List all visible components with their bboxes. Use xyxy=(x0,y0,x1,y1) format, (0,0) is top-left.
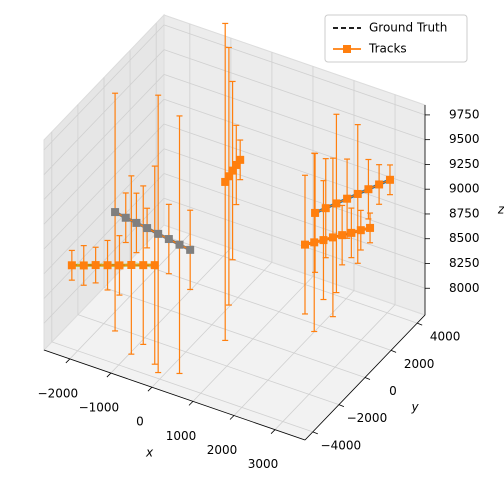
legend-marker xyxy=(343,45,351,53)
tick-mark xyxy=(188,401,194,406)
grid-line xyxy=(163,197,426,289)
track-marker xyxy=(115,261,124,270)
track-marker xyxy=(175,240,184,249)
axis-line xyxy=(304,314,426,441)
track-marker xyxy=(154,229,163,238)
track-marker xyxy=(224,172,233,181)
z-axis-label: z xyxy=(497,203,504,217)
tick-mark xyxy=(270,429,276,434)
track-marker xyxy=(319,236,328,245)
track-marker xyxy=(366,223,375,232)
track-marker xyxy=(139,261,148,270)
z-tick-label: 8000 xyxy=(449,281,480,295)
track-marker xyxy=(300,240,309,249)
tick-mark xyxy=(390,349,397,353)
z-tick-label: 9000 xyxy=(449,182,480,196)
tick-mark xyxy=(417,322,423,326)
track-marker xyxy=(103,261,112,270)
track-marker xyxy=(127,261,136,270)
grid-line xyxy=(43,123,165,250)
x-tick-label: 3000 xyxy=(248,457,279,471)
z-tick-label: 9500 xyxy=(449,132,480,146)
grid-line xyxy=(163,173,426,264)
y-tick-label: 4000 xyxy=(430,330,461,344)
track-marker xyxy=(164,235,173,244)
legend-label: Tracks xyxy=(368,42,407,56)
track-marker xyxy=(353,189,362,198)
y-tick-label: 2000 xyxy=(404,357,435,371)
z-tick-label: 8750 xyxy=(449,206,480,220)
track-marker xyxy=(310,238,319,247)
grid-line xyxy=(129,259,392,351)
track-marker xyxy=(186,245,195,254)
tick-mark xyxy=(312,431,318,435)
track-marker xyxy=(328,233,337,242)
x-axis-label: x xyxy=(145,446,154,460)
track-marker xyxy=(347,228,356,237)
track-marker xyxy=(67,261,76,270)
z-tick-label: 8250 xyxy=(449,256,480,270)
track-marker xyxy=(332,199,341,208)
grid-line xyxy=(43,197,165,324)
grid-line xyxy=(103,287,366,378)
track-marker xyxy=(232,160,241,169)
grid-line xyxy=(163,148,426,240)
grid-line xyxy=(77,314,340,406)
grid-line xyxy=(51,341,313,433)
tick-mark xyxy=(338,404,345,408)
tick-mark xyxy=(229,415,235,420)
tick-mark xyxy=(364,377,371,380)
z-tick-label: 9250 xyxy=(449,157,480,171)
track-marker xyxy=(132,218,141,227)
x-tick-label: 0 xyxy=(136,415,144,429)
y-tick-label: −4000 xyxy=(321,438,362,452)
grid-line xyxy=(43,98,165,225)
axis-line xyxy=(43,349,306,441)
grid-line xyxy=(163,49,426,141)
track-marker xyxy=(356,226,365,235)
tick-mark xyxy=(147,386,153,392)
grid-line xyxy=(163,24,426,116)
x-tick-label: 1000 xyxy=(166,429,197,443)
x-tick-label: −1000 xyxy=(79,401,120,415)
track-marker xyxy=(79,261,88,270)
legend: Ground Truth Tracks xyxy=(324,14,468,63)
tick-mark xyxy=(106,372,112,378)
track-marker xyxy=(111,208,120,217)
track-marker xyxy=(91,261,100,270)
track-marker xyxy=(228,166,237,175)
track-marker xyxy=(321,204,330,213)
grid-line xyxy=(43,173,165,299)
grid-line xyxy=(43,24,165,151)
y-axis-label: y xyxy=(410,400,419,414)
track-marker xyxy=(236,155,245,164)
grid-line xyxy=(163,123,426,215)
track-marker xyxy=(121,213,130,222)
track-marker xyxy=(221,177,230,186)
tick-mark xyxy=(65,358,71,364)
track-marker xyxy=(343,194,352,203)
z-tick-label: 8500 xyxy=(449,231,480,245)
y-tick-label: −2000 xyxy=(347,411,388,425)
grid-line xyxy=(43,74,165,200)
track-marker xyxy=(338,231,347,240)
grid-line xyxy=(156,232,418,324)
legend-label: Ground Truth xyxy=(369,21,447,35)
track-marker xyxy=(143,224,152,233)
legend-frame xyxy=(324,14,468,63)
grid-line xyxy=(43,148,165,275)
y-tick-label: 0 xyxy=(389,384,397,398)
grid-line xyxy=(163,74,426,165)
x-tick-label: −2000 xyxy=(38,386,79,400)
x-tick-label: 2000 xyxy=(207,443,238,457)
track-marker xyxy=(150,261,159,270)
grid-line xyxy=(43,49,165,175)
z-tick-label: 9750 xyxy=(449,107,480,121)
track-marker xyxy=(375,180,384,189)
track-marker xyxy=(385,175,394,184)
track-marker xyxy=(364,185,373,194)
track-marker xyxy=(311,208,320,217)
grid-line xyxy=(163,98,426,190)
